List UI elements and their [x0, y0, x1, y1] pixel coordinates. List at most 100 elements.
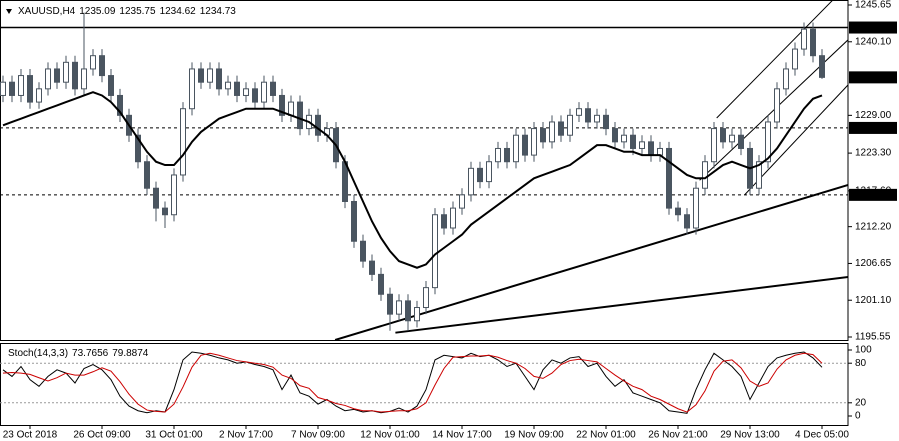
candle-body — [630, 134, 636, 149]
stoch-tick-label: 0 — [855, 411, 861, 422]
candle-body — [63, 61, 69, 83]
header-item: Stoch(14,3,3) — [8, 348, 68, 359]
candle-body — [621, 134, 627, 143]
candle-body — [450, 207, 456, 229]
candle-body — [783, 68, 789, 90]
x-tick-label: 19 Nov 09:00 — [504, 430, 564, 441]
candle-body — [0, 81, 6, 96]
x-tick-label: 26 Oct 09:00 — [73, 430, 131, 441]
stoch-line — [2, 352, 823, 413]
candle-body — [72, 61, 78, 90]
header-item: 1234.62 — [160, 6, 197, 17]
y-tick-label: 1195.55 — [855, 332, 891, 343]
candle-body — [765, 121, 771, 163]
main-plot — [0, 0, 848, 340]
header-item: 79.8874 — [112, 348, 149, 359]
x-tick-label: 23 Oct 2018 — [3, 430, 58, 441]
candle-body — [459, 194, 465, 209]
y-tick-label: 1240.10 — [855, 36, 892, 47]
header-item: 73.7656 — [72, 348, 109, 359]
stoch-line — [2, 351, 823, 414]
candle-body — [594, 114, 600, 123]
candle-body — [477, 167, 483, 183]
stoch-tick-label: 100 — [855, 345, 872, 356]
x-tick-label: 4 Dec 05:00 — [795, 430, 849, 441]
stoch-tick-label: 80 — [855, 358, 867, 369]
y-tick-label: 1229.00 — [855, 110, 892, 121]
candle-body — [396, 300, 402, 315]
candle-body — [252, 88, 258, 103]
candle-body — [387, 293, 393, 315]
candle-body — [720, 128, 726, 143]
x-tick-label: 29 Nov 13:00 — [720, 430, 780, 441]
candle-body — [432, 214, 438, 289]
candle-body — [297, 101, 303, 130]
header-item: 1234.73 — [200, 6, 237, 17]
menu-icon — [6, 9, 12, 14]
candle-body — [756, 161, 762, 189]
header-item: 1235.75 — [119, 6, 156, 17]
candle-body — [711, 128, 717, 163]
x-tick-label: 22 Nov 01:00 — [576, 430, 636, 441]
candle-body — [36, 88, 42, 103]
candle-body — [639, 141, 645, 149]
candle-body — [288, 101, 294, 116]
x-tick-label: 14 Nov 17:00 — [432, 430, 492, 441]
x-tick-label: 2 Nov 17:00 — [219, 430, 273, 441]
x-tick-label: 7 Nov 09:00 — [291, 430, 345, 441]
candle-body — [180, 108, 186, 176]
candle-body — [27, 75, 33, 103]
trendline — [395, 276, 848, 334]
candle-body — [558, 121, 564, 136]
candle-body — [189, 68, 195, 110]
level-box — [849, 121, 897, 134]
candle-body — [45, 68, 51, 90]
x-tick-label: 12 Nov 01:00 — [360, 430, 420, 441]
candle-body — [207, 68, 213, 83]
y-tick-label: 1245.65 — [855, 0, 892, 11]
candle-body — [486, 161, 492, 183]
candle-body — [162, 207, 168, 216]
candle-body — [135, 134, 141, 163]
candle-body — [81, 68, 87, 90]
candle-body — [423, 287, 429, 309]
candle-body — [693, 187, 699, 229]
candle-body — [216, 68, 222, 90]
candle-body — [171, 174, 177, 216]
candle-body — [702, 161, 708, 189]
x-tick-label: 31 Oct 01:00 — [145, 430, 203, 441]
candle-body — [405, 300, 411, 322]
candle-body — [243, 88, 249, 96]
candle-body — [522, 134, 528, 156]
header: XAUUSD,H4 1235.09 1235.75 1234.62 1234.73 — [18, 6, 236, 17]
candle-body — [675, 207, 681, 216]
stoch-plot — [0, 351, 848, 414]
candle-body — [54, 68, 60, 83]
candle-body — [351, 200, 357, 242]
candle-body — [99, 55, 105, 77]
candle-body — [279, 94, 285, 116]
candle-body — [441, 214, 447, 229]
candle-body — [684, 214, 690, 229]
candle-body — [261, 81, 267, 103]
stoch-header: Stoch(14,3,3) 73.7656 79.8874 — [8, 348, 149, 359]
level-label: 1242.25 — [853, 22, 890, 33]
candle-body — [225, 81, 231, 90]
candle-body — [18, 75, 24, 96]
moving-average — [2, 91, 823, 269]
candle-body — [819, 55, 825, 78]
trendline — [334, 183, 848, 340]
candle-body — [468, 167, 474, 196]
level-label: 1227.10 — [853, 123, 890, 134]
candle-body — [792, 48, 798, 70]
candle-body — [549, 121, 555, 143]
candle-body — [108, 75, 114, 96]
trendline — [716, 0, 834, 119]
stoch-tick-label: 20 — [855, 397, 867, 408]
candle-body — [513, 134, 519, 163]
level-box — [849, 188, 897, 201]
candle-body — [117, 94, 123, 116]
candle-body — [315, 114, 321, 136]
candle-body — [576, 108, 582, 116]
